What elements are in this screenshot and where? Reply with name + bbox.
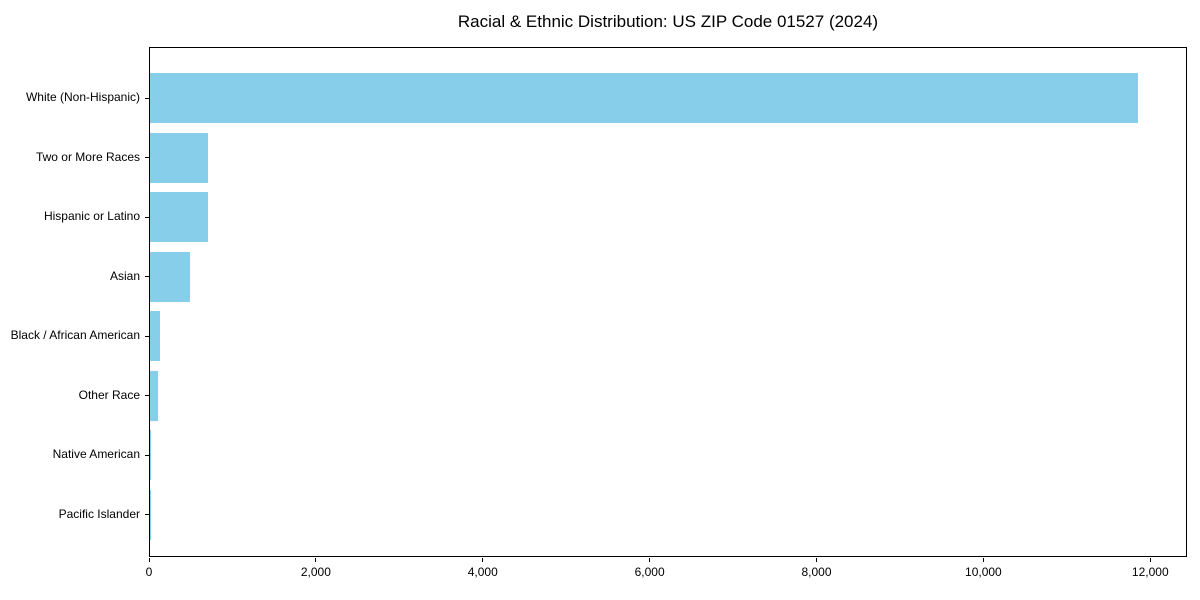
bar-black-african-american	[150, 311, 161, 362]
y-tick-mark	[145, 97, 149, 99]
x-tick-mark	[816, 558, 818, 562]
bar-other-race	[150, 370, 158, 421]
bar-native-american	[150, 430, 151, 481]
x-tick-label: 10,000	[965, 565, 1002, 579]
x-tick-mark	[982, 558, 984, 562]
plot-area	[145, 47, 1187, 557]
x-tick-mark	[315, 558, 317, 562]
y-tick-mark	[145, 157, 149, 159]
bar-asian	[150, 251, 191, 302]
chart-title: Racial & Ethnic Distribution: US ZIP Cod…	[457, 12, 879, 31]
y-tick-label: Black / African American	[10, 328, 140, 343]
y-tick-label: Other Race	[78, 387, 140, 402]
x-tick-mark	[482, 558, 484, 562]
y-tick-label: Pacific Islander	[58, 506, 140, 521]
y-tick-mark	[145, 276, 149, 278]
y-tick-mark	[145, 335, 149, 337]
bar-two-or-more-races	[150, 132, 209, 183]
y-tick-mark	[145, 514, 149, 516]
y-tick-label: Hispanic or Latino	[43, 209, 140, 224]
y-tick-label: Two or More Races	[35, 149, 140, 164]
y-tick-mark	[145, 216, 149, 218]
x-tick-label: 4,000	[467, 565, 498, 579]
y-tick-label: Native American	[52, 447, 140, 462]
y-tick-label: Asian	[109, 268, 140, 283]
y-tick-mark	[145, 395, 149, 397]
x-tick-mark	[148, 558, 150, 562]
x-tick-label: 12,000	[1131, 565, 1169, 579]
x-tick-label: 8,000	[801, 565, 832, 579]
x-tick-mark	[649, 558, 651, 562]
y-tick-label: White (Non-Hispanic)	[25, 90, 140, 104]
y-tick-mark	[145, 454, 149, 456]
x-tick-label: 6,000	[634, 565, 665, 579]
bar-hispanic-or-latino	[150, 192, 208, 243]
x-tick-mark	[1149, 558, 1151, 562]
x-tick-label: 2,000	[300, 565, 331, 579]
bar-white-non-hispanic	[150, 73, 1139, 123]
x-tick-label: 0	[145, 565, 153, 579]
